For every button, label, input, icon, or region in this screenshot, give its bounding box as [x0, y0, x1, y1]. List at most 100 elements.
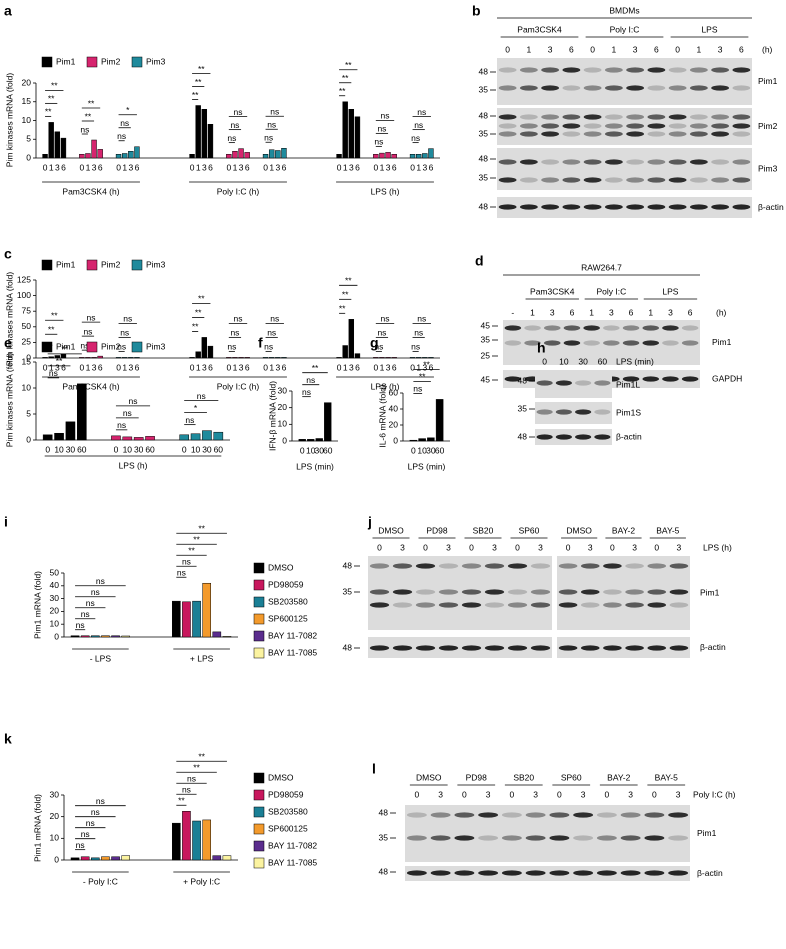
band [603, 645, 622, 651]
band [454, 870, 475, 876]
band [668, 177, 687, 183]
significance-label: ns [270, 107, 279, 117]
band [478, 835, 499, 841]
x-tick-label: 0 [263, 362, 268, 372]
band [583, 123, 602, 129]
row-label: Pim1 [700, 587, 720, 597]
y-tick-label: 30 [50, 593, 60, 603]
x-tick-label: 3 [92, 162, 97, 172]
x-tick-label: 30 [66, 444, 76, 454]
lane-label: 0 [557, 789, 562, 799]
lane-label: 1 [612, 44, 617, 54]
x-tick-label: 0 [337, 362, 342, 372]
x-tick-label: 6 [135, 362, 140, 372]
size-marker: 48 [343, 560, 353, 570]
bar [189, 357, 195, 359]
y-tick-label: 10 [22, 382, 32, 392]
y-tick-label: 30 [50, 789, 60, 799]
x-tick-label: 3 [55, 362, 60, 372]
x-tick-label: 0 [411, 445, 416, 455]
band [622, 325, 640, 331]
lane-label: 3 [538, 542, 543, 552]
band [711, 67, 730, 73]
band [563, 325, 581, 331]
membrane [557, 637, 690, 658]
x-tick-label: 3 [422, 162, 427, 172]
y-tick-label: 0 [282, 435, 287, 445]
legend-swatch [131, 56, 143, 68]
lane-label: 3 [632, 542, 637, 552]
bar [65, 421, 76, 441]
x-axis-label: LPS (min) [408, 461, 446, 471]
band [583, 67, 602, 73]
significance-label: ** [312, 363, 319, 373]
bar [262, 357, 269, 359]
bar [354, 116, 361, 159]
x-tick-label: 1 [196, 362, 201, 372]
significance-label: ** [339, 304, 346, 314]
y-tick-label: 0 [393, 435, 398, 445]
x-tick-label: 3 [202, 362, 207, 372]
x-tick-label: 3 [275, 362, 280, 372]
lane-label: 3 [438, 789, 443, 799]
band [668, 131, 687, 137]
bar [70, 635, 80, 638]
x-tick-label: 30 [134, 444, 144, 454]
band [519, 114, 538, 120]
significance-label: ** [198, 752, 205, 762]
legend-label: BAY 11-7085 [268, 857, 317, 867]
band [504, 376, 522, 382]
band [575, 380, 592, 386]
band [711, 159, 730, 165]
bar [97, 149, 103, 159]
bar [128, 151, 134, 159]
band [498, 131, 517, 137]
band [711, 123, 730, 129]
x-tick-label: 1 [86, 362, 91, 372]
band [519, 123, 538, 129]
y-tick-label: 10 [50, 833, 60, 843]
legend-swatch [253, 596, 265, 608]
band [519, 177, 538, 183]
bar [190, 433, 201, 441]
band [498, 159, 517, 165]
significance-label: ns [86, 818, 95, 828]
lane-label: 0 [505, 44, 510, 54]
band [626, 114, 645, 120]
significance-label: ** [195, 77, 202, 87]
bar [385, 357, 391, 359]
significance-label: ns [230, 120, 239, 130]
x-tick-label: 6 [355, 362, 360, 372]
legend-swatch [86, 259, 98, 271]
x-tick-label: 1 [380, 162, 385, 172]
band [669, 589, 689, 595]
group-label: Pam3CSK4 [517, 24, 562, 34]
x-tick-label: 1 [196, 162, 201, 172]
x-tick-label: 60 [145, 444, 155, 454]
group-label: LPS [701, 24, 717, 34]
band [626, 177, 645, 183]
band [392, 645, 413, 651]
y-axis-label: Pim kinases mRNA (fold) [4, 272, 14, 367]
x-tick-label: 6 [208, 162, 213, 172]
bar [222, 636, 232, 638]
bar [238, 357, 244, 359]
bar [422, 357, 428, 359]
significance-label: ** [198, 523, 205, 533]
size-marker: 35 [343, 586, 353, 596]
band [732, 67, 751, 73]
bar [379, 357, 385, 359]
row-label: β-actin [700, 642, 726, 652]
legend-swatch [253, 823, 265, 835]
bar [172, 600, 181, 638]
band [668, 114, 687, 120]
bar [354, 353, 361, 359]
band [732, 177, 751, 183]
bar [60, 137, 67, 159]
x-tick-label: 10 [54, 444, 64, 454]
lane-label: 10 [559, 356, 569, 366]
band [541, 204, 560, 210]
lane-label: 0 [605, 789, 610, 799]
band [596, 812, 617, 818]
bar [226, 154, 232, 159]
